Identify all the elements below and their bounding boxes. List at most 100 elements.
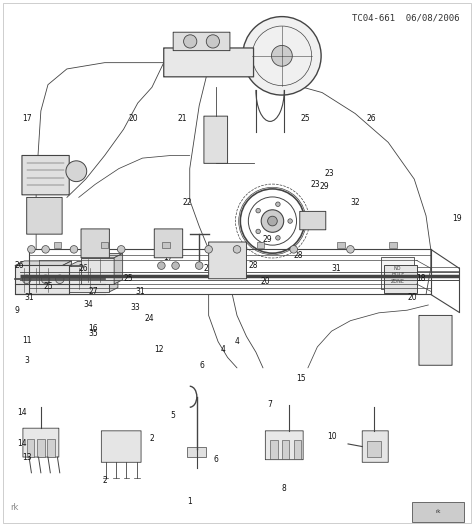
- Polygon shape: [109, 261, 118, 292]
- Text: 4: 4: [440, 348, 445, 357]
- Text: 28: 28: [294, 250, 303, 260]
- Circle shape: [183, 35, 197, 48]
- FancyBboxPatch shape: [15, 265, 69, 295]
- Circle shape: [66, 161, 87, 181]
- Circle shape: [243, 17, 321, 95]
- Text: 8: 8: [282, 484, 287, 493]
- Text: 31: 31: [24, 292, 34, 301]
- Text: 30: 30: [213, 117, 223, 126]
- Bar: [381, 257, 414, 289]
- FancyBboxPatch shape: [300, 211, 326, 230]
- Text: 23: 23: [310, 180, 320, 189]
- Text: 15: 15: [296, 374, 306, 383]
- Text: 1: 1: [187, 497, 192, 506]
- FancyBboxPatch shape: [204, 116, 228, 164]
- Text: rk: rk: [435, 509, 441, 514]
- Circle shape: [195, 262, 203, 269]
- Circle shape: [41, 275, 50, 284]
- Circle shape: [22, 275, 31, 284]
- Text: 31: 31: [135, 287, 145, 296]
- Text: 27: 27: [88, 287, 98, 296]
- Circle shape: [118, 246, 125, 253]
- FancyBboxPatch shape: [362, 431, 388, 462]
- Bar: [47, 439, 55, 457]
- Bar: [15, 266, 62, 295]
- Bar: [69, 266, 109, 292]
- Text: NO: NO: [394, 266, 401, 270]
- Text: 18: 18: [417, 274, 426, 283]
- Bar: [282, 440, 290, 459]
- Text: 20: 20: [407, 292, 417, 301]
- Text: 23: 23: [324, 169, 334, 178]
- FancyBboxPatch shape: [155, 229, 182, 258]
- Text: 20: 20: [261, 277, 270, 286]
- Circle shape: [55, 275, 64, 284]
- Circle shape: [256, 229, 260, 234]
- Circle shape: [288, 219, 292, 224]
- FancyBboxPatch shape: [22, 156, 69, 195]
- Text: 25: 25: [124, 274, 133, 283]
- Text: 5: 5: [171, 411, 176, 420]
- Polygon shape: [15, 261, 72, 266]
- Polygon shape: [114, 254, 123, 284]
- Circle shape: [256, 208, 260, 213]
- Text: 14: 14: [17, 439, 27, 449]
- Bar: [294, 440, 301, 459]
- Text: HOLE: HOLE: [391, 272, 404, 277]
- Bar: [337, 242, 345, 248]
- Text: rk: rk: [10, 503, 18, 512]
- Text: 7: 7: [268, 400, 273, 409]
- FancyBboxPatch shape: [209, 242, 246, 279]
- Circle shape: [272, 45, 292, 66]
- Text: 4: 4: [220, 345, 225, 354]
- Text: 13: 13: [22, 452, 31, 461]
- Text: 21: 21: [178, 114, 187, 123]
- Text: 4: 4: [440, 335, 445, 343]
- Circle shape: [261, 210, 284, 232]
- Bar: [389, 242, 397, 248]
- Text: 4: 4: [428, 319, 433, 328]
- FancyBboxPatch shape: [81, 229, 109, 258]
- Text: 11: 11: [22, 336, 31, 345]
- Text: ZONE: ZONE: [391, 279, 405, 284]
- Text: 25: 25: [301, 114, 310, 123]
- Text: 29: 29: [263, 235, 273, 244]
- Text: 10: 10: [327, 431, 337, 441]
- Text: 6: 6: [199, 361, 204, 370]
- Text: 24: 24: [145, 313, 155, 322]
- Polygon shape: [81, 254, 123, 258]
- Text: 29: 29: [319, 183, 329, 191]
- Bar: [37, 439, 45, 457]
- FancyBboxPatch shape: [101, 431, 141, 462]
- Text: 27: 27: [204, 264, 213, 273]
- Text: 26: 26: [79, 264, 88, 273]
- Text: 16: 16: [88, 324, 98, 333]
- Circle shape: [172, 262, 179, 269]
- Circle shape: [42, 246, 49, 253]
- Text: 9: 9: [15, 306, 20, 315]
- FancyBboxPatch shape: [419, 316, 452, 365]
- FancyBboxPatch shape: [23, 428, 59, 457]
- FancyBboxPatch shape: [27, 197, 62, 234]
- Circle shape: [70, 246, 78, 253]
- Bar: [187, 447, 206, 457]
- Text: 35: 35: [88, 329, 98, 338]
- Bar: [412, 502, 464, 522]
- Bar: [27, 439, 34, 457]
- Circle shape: [27, 246, 35, 253]
- Text: 2: 2: [150, 434, 155, 443]
- Bar: [270, 440, 278, 459]
- Text: 4: 4: [235, 337, 239, 346]
- Circle shape: [157, 262, 165, 269]
- Bar: [162, 242, 170, 248]
- Circle shape: [268, 216, 277, 226]
- Circle shape: [276, 202, 280, 207]
- Text: 19: 19: [452, 214, 462, 223]
- Circle shape: [206, 35, 219, 48]
- Bar: [257, 242, 264, 248]
- Circle shape: [290, 246, 298, 253]
- Text: 17: 17: [22, 114, 31, 123]
- Text: 26: 26: [367, 114, 376, 123]
- Circle shape: [233, 246, 241, 253]
- Text: 6: 6: [213, 455, 218, 464]
